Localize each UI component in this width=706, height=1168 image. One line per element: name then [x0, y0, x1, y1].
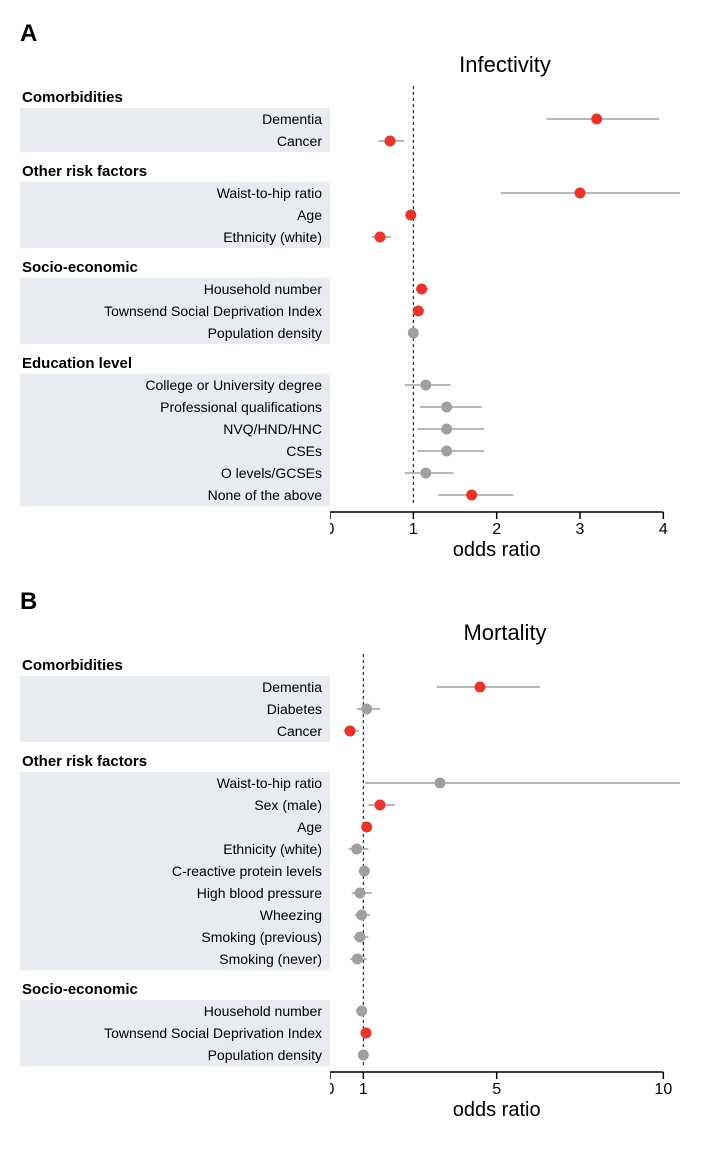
row-label: Household number — [20, 278, 330, 300]
forest-plot-panel: BMortalityComorbiditiesDementiaDiabetesC… — [20, 588, 686, 1118]
row-label: Dementia — [20, 676, 330, 698]
odds-ratio-point — [358, 1050, 369, 1061]
odds-ratio-point — [420, 468, 431, 479]
x-tick-label: 0 — [330, 521, 335, 538]
row-label: Diabetes — [20, 698, 330, 720]
row-label: Sex (male) — [20, 794, 330, 816]
row-label: Age — [20, 816, 330, 838]
row-label: O levels/GCSEs — [20, 462, 330, 484]
odds-ratio-point — [352, 954, 363, 965]
odds-ratio-point — [441, 402, 452, 413]
row-label: Smoking (never) — [20, 948, 330, 970]
row-label: Dementia — [20, 108, 330, 130]
group-rows: Waist-to-hip ratioSex (male)AgeEthnicity… — [20, 772, 330, 970]
row-label: Wheezing — [20, 904, 330, 926]
x-axis-label: odds ratio — [453, 1099, 541, 1118]
row-label: Cancer — [20, 720, 330, 742]
row-label: NVQ/HND/HNC — [20, 418, 330, 440]
group-header: Socio-economic — [20, 978, 330, 1000]
odds-ratio-point — [405, 210, 416, 221]
odds-ratio-point — [466, 490, 477, 501]
row-label: Ethnicity (white) — [20, 226, 330, 248]
chart-body: ComorbiditiesDementiaCancer Other risk fa… — [20, 86, 686, 558]
panel-letter: B — [20, 588, 686, 616]
row-label: Population density — [20, 322, 330, 344]
group-rows: DementiaCancer — [20, 108, 330, 152]
odds-ratio-point — [361, 704, 372, 715]
group-rows: DementiaDiabetesCancer — [20, 676, 330, 742]
row-label: Population density — [20, 1044, 330, 1066]
forest-plot-svg: 0 1 5 10 odds ratio — [330, 654, 692, 1118]
row-label: Townsend Social Deprivation Index — [20, 300, 330, 322]
x-tick-label: 3 — [576, 521, 585, 538]
x-tick-label: 1 — [359, 1081, 368, 1098]
odds-ratio-point — [351, 844, 362, 855]
odds-ratio-point — [416, 284, 427, 295]
panel-letter: A — [20, 20, 686, 48]
labels-column: ComorbiditiesDementiaCancer Other risk fa… — [20, 86, 330, 558]
labels-column: ComorbiditiesDementiaDiabetesCancer Other… — [20, 654, 330, 1118]
row-label: Smoking (previous) — [20, 926, 330, 948]
row-label: CSEs — [20, 440, 330, 462]
plot-column: 0 1 2 3 4 odds ratio — [330, 86, 692, 558]
row-label: Professional qualifications — [20, 396, 330, 418]
odds-ratio-point — [361, 1028, 372, 1039]
group-rows: Household numberTownsend Social Deprivat… — [20, 278, 330, 344]
group-header: Socio-economic — [20, 256, 330, 278]
row-label: College or University degree — [20, 374, 330, 396]
x-tick-label: 0 — [330, 1081, 335, 1098]
group-header: Comorbidities — [20, 654, 330, 676]
odds-ratio-point — [356, 1006, 367, 1017]
odds-ratio-point — [356, 910, 367, 921]
odds-ratio-point — [355, 888, 366, 899]
odds-ratio-point — [441, 424, 452, 435]
odds-ratio-point — [385, 136, 396, 147]
forest-plot-panel: A InfectivityComorbiditiesDementiaCancer O… — [20, 20, 686, 558]
x-tick-label: 1 — [409, 521, 418, 538]
odds-ratio-point — [355, 932, 366, 943]
row-label: Waist-to-hip ratio — [20, 182, 330, 204]
odds-ratio-point — [591, 114, 602, 125]
chart-body: ComorbiditiesDementiaDiabetesCancer Other… — [20, 654, 686, 1118]
group-header: Other risk factors — [20, 160, 330, 182]
odds-ratio-point — [575, 188, 586, 199]
odds-ratio-point — [361, 822, 372, 833]
row-label: High blood pressure — [20, 882, 330, 904]
group-rows: Waist-to-hip ratioAgeEthnicity (white) — [20, 182, 330, 248]
odds-ratio-point — [359, 866, 370, 877]
row-label: Cancer — [20, 130, 330, 152]
row-label: Waist-to-hip ratio — [20, 772, 330, 794]
odds-ratio-point — [475, 682, 486, 693]
forest-plot-svg: 0 1 2 3 4 odds ratio — [330, 86, 692, 558]
group-rows: College or University degreeProfessional… — [20, 374, 330, 506]
panel-title: Infectivity — [330, 52, 680, 78]
row-label: Ethnicity (white) — [20, 838, 330, 860]
odds-ratio-point — [441, 446, 452, 457]
row-label: Townsend Social Deprivation Index — [20, 1022, 330, 1044]
group-rows: Household numberTownsend Social Deprivat… — [20, 1000, 330, 1066]
panel-title: Mortality — [330, 620, 680, 646]
group-header: Other risk factors — [20, 750, 330, 772]
odds-ratio-point — [420, 380, 431, 391]
row-label: None of the above — [20, 484, 330, 506]
row-label: C-reactive protein levels — [20, 860, 330, 882]
x-tick-label: 4 — [659, 521, 668, 538]
odds-ratio-point — [435, 778, 446, 789]
x-axis-label: odds ratio — [453, 539, 541, 558]
group-header: Education level — [20, 352, 330, 374]
odds-ratio-point — [408, 328, 419, 339]
x-tick-label: 10 — [654, 1081, 672, 1098]
odds-ratio-point — [375, 800, 386, 811]
row-label: Age — [20, 204, 330, 226]
group-header: Comorbidities — [20, 86, 330, 108]
odds-ratio-point — [345, 726, 356, 737]
odds-ratio-point — [375, 232, 386, 243]
plot-column: 0 1 5 10 odds ratio — [330, 654, 692, 1118]
x-tick-label: 5 — [492, 1081, 501, 1098]
row-label: Household number — [20, 1000, 330, 1022]
odds-ratio-point — [413, 306, 424, 317]
x-tick-label: 2 — [492, 521, 501, 538]
